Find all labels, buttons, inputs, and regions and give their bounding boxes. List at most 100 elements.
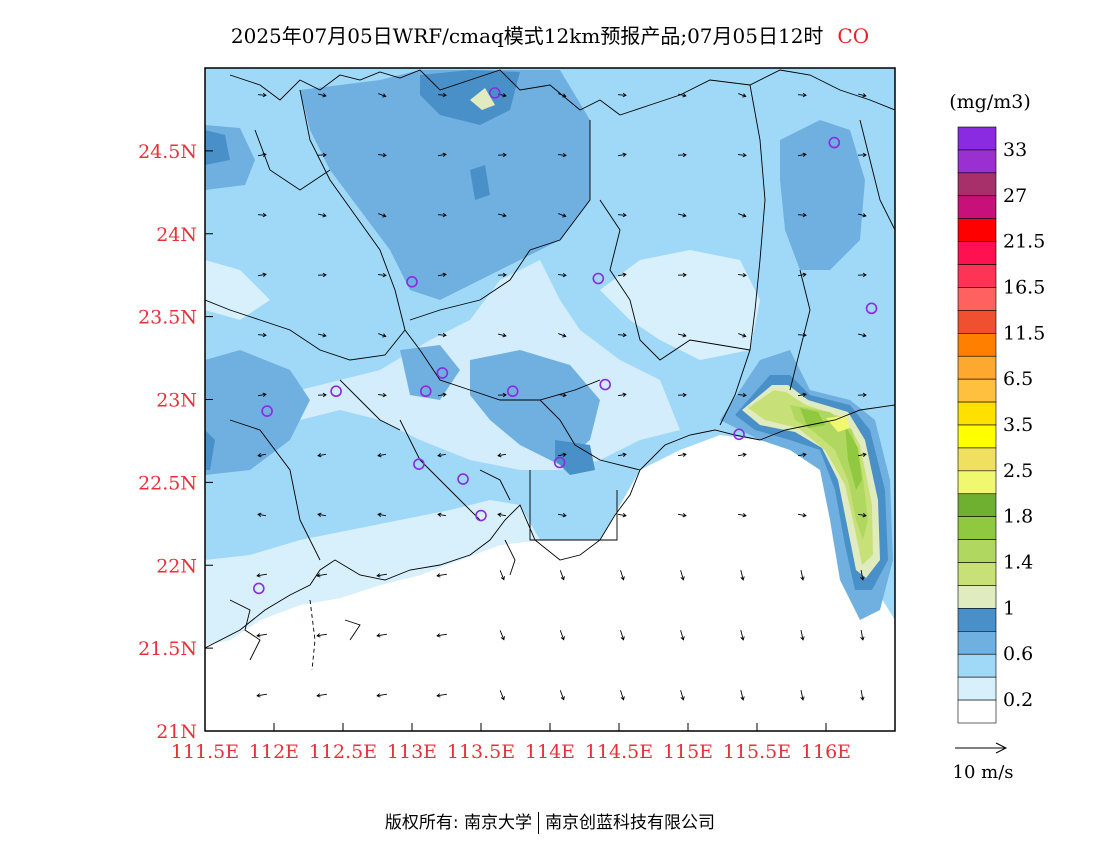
legend-color-swatch	[957, 401, 997, 426]
wind-arrow	[437, 392, 447, 397]
legend-color-swatch	[957, 287, 997, 311]
wind-arrow	[797, 152, 807, 157]
wind-arrow	[317, 152, 327, 158]
wind-arrow	[737, 513, 747, 518]
wind-arrow	[437, 512, 447, 517]
legend-color-swatch	[957, 539, 997, 563]
map-axes: 111.5E 112E 112.5E 113E 113.5E 114E 114.5E 115E…	[138, 141, 851, 763]
station-marker	[599, 378, 612, 391]
legend-color-swatch	[957, 562, 997, 586]
wind-arrow	[377, 453, 387, 458]
copyright-right: 南京创蓝科技有限公司	[545, 813, 716, 833]
legend-color-swatch	[957, 676, 997, 701]
wind-arrow	[437, 212, 447, 218]
wind-arrow	[617, 452, 627, 457]
wind-arrow	[737, 152, 747, 158]
wind-arrow	[377, 272, 387, 278]
wind-arrow	[558, 333, 567, 338]
wind-arrow	[737, 392, 747, 398]
lon-tick-label: 112E	[249, 741, 299, 763]
wind-arrow	[436, 633, 448, 638]
station-marker	[488, 87, 501, 99]
legend-color-swatch	[957, 608, 997, 632]
station-marker	[475, 509, 487, 522]
wind-arrow	[437, 152, 447, 157]
lon-tick-label: 114.5E	[585, 741, 653, 763]
wind-arrow	[318, 93, 327, 98]
station-marker	[457, 473, 469, 485]
station-marker	[865, 302, 878, 315]
legend-label: 1.8	[1003, 506, 1033, 528]
legend-color-swatch	[957, 355, 997, 380]
wind-arrow	[559, 690, 565, 701]
wind-arrow	[557, 452, 567, 457]
wind-arrow	[257, 272, 267, 277]
wind-arrow	[437, 272, 447, 277]
lon-tick-label: 115E	[663, 741, 713, 763]
wind-arrow	[376, 693, 388, 698]
wind-arrow	[740, 690, 745, 701]
wind-arrow	[617, 272, 627, 277]
legend-color-swatch	[957, 149, 997, 174]
wind-arrow	[680, 630, 685, 641]
footer-divider	[538, 812, 540, 834]
wind-arrow	[436, 573, 448, 578]
legend-color-swatch	[957, 310, 997, 334]
station-marker	[261, 405, 273, 417]
wind-scale: 10 m/s	[953, 742, 1014, 783]
copyright-footer: 版权所有: 南京大学 南京创蓝科技有限公司	[0, 808, 1100, 834]
wind-arrow	[316, 573, 328, 578]
wind-arrow	[257, 392, 267, 397]
wind-arrow	[437, 332, 447, 338]
legend-color-swatch	[957, 585, 997, 609]
wind-arrow	[677, 392, 687, 398]
wind-arrow	[740, 570, 745, 581]
wind-arrow	[316, 693, 328, 698]
wind-arrow	[858, 333, 867, 338]
wind-arrow	[499, 630, 505, 641]
legend-label: 1	[1003, 597, 1015, 619]
legend-label: 1.4	[1003, 552, 1033, 574]
lon-tick-label: 115.5E	[723, 741, 791, 763]
wind-arrow	[257, 332, 267, 338]
wind-arrow	[499, 690, 505, 701]
wind-arrow	[318, 213, 327, 218]
wind-arrow	[737, 452, 747, 457]
wind-arrow	[437, 453, 447, 458]
wind-arrow	[797, 272, 807, 277]
wind-arrow	[860, 569, 865, 581]
wind-arrow	[858, 93, 867, 98]
wind-arrow	[797, 513, 807, 518]
wind-scale-label: 10 m/s	[953, 762, 1014, 783]
wind-arrow	[678, 213, 687, 218]
wind-arrow	[800, 630, 805, 641]
concentration-field	[205, 68, 895, 731]
wind-arrow	[557, 392, 567, 398]
station-marker	[253, 582, 265, 595]
legend-color-swatch	[957, 195, 997, 219]
lat-tick-label: 21.5N	[138, 638, 197, 660]
wind-arrow	[857, 152, 867, 158]
legend-color-swatch	[957, 493, 997, 517]
wind-arrow	[617, 332, 627, 338]
lat-tick-label: 24N	[156, 224, 197, 246]
legend-label: 27	[1003, 185, 1027, 207]
wind-arrow	[738, 93, 747, 98]
wind-arrow	[257, 453, 267, 458]
wind-vectors	[256, 92, 867, 701]
lat-tick-label: 24.5N	[138, 141, 197, 163]
station-marker	[553, 456, 566, 469]
wind-arrow	[317, 512, 327, 517]
wind-arrow	[257, 212, 267, 218]
wind-arrow	[317, 272, 327, 278]
wind-arrow	[499, 570, 505, 581]
wind-arrow	[617, 152, 627, 157]
station-marker	[592, 272, 605, 285]
legend-color-swatch	[957, 470, 997, 495]
wind-arrow	[256, 633, 268, 638]
wind-arrow	[680, 690, 685, 701]
wind-arrow	[857, 272, 867, 278]
wind-arrow	[738, 213, 747, 218]
wind-arrow	[617, 513, 627, 518]
legend-label: 0.6	[1003, 643, 1033, 665]
